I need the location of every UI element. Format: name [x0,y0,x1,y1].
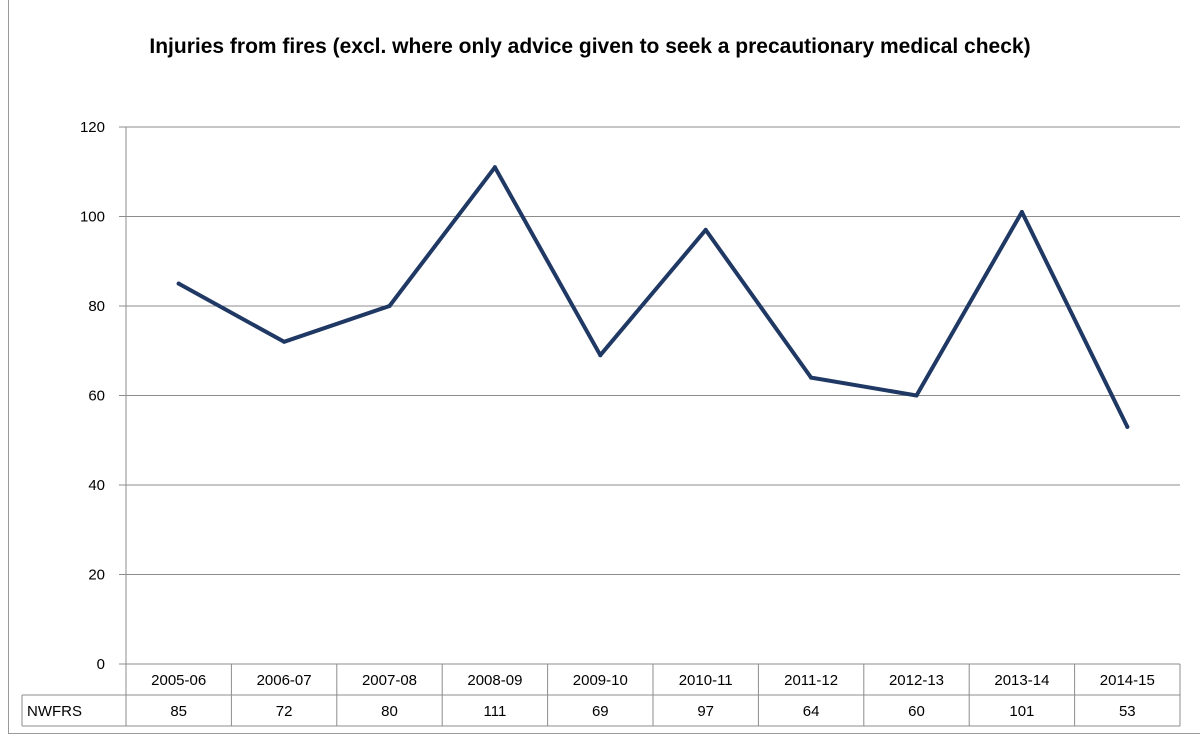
series-group [176,165,1130,429]
data-point [703,227,708,232]
data-point [598,353,603,358]
data-point [282,339,287,344]
y-tick-label: 40 [88,477,105,494]
x-tick-label: 2006-07 [257,672,312,689]
y-tick-label: 80 [88,298,105,315]
table-value-cell: 97 [697,703,714,720]
y-tick-label: 60 [88,388,105,405]
x-tick-label: 2014-15 [1100,672,1155,689]
chart-title: Injuries from fires (excl. where only ad… [149,35,1031,58]
table-value-cell: 53 [1119,703,1136,720]
chart-frame [8,0,1200,734]
data-point [1125,424,1130,429]
x-tick-label: 2010-11 [679,672,733,689]
table-value-cell: 80 [381,703,398,720]
x-tick-label: 2007-08 [362,672,417,689]
gridlines [119,126,1180,726]
data-table: 2005-06 85 2006-07 72 2007-08 80 2008-09 111 200… [21,664,1181,727]
table-value-cell: 60 [908,703,925,720]
series-name-cell: NWFRS [27,703,82,720]
y-axis-ticks: 0 20 40 60 80 100 120 [80,119,105,673]
table-value-cell: 72 [276,703,293,720]
y-tick-label: 120 [80,119,105,136]
data-point [176,281,181,286]
series-line [176,165,1130,429]
y-tick-label: 100 [80,209,105,226]
table-value-cell: 64 [803,703,820,720]
x-tick-label: 2012-13 [889,672,944,689]
x-tick-label: 2005-06 [151,672,206,689]
table-value-cell: 111 [483,703,506,720]
x-tick-label: 2011-12 [784,672,838,689]
data-point [914,393,919,398]
data-point [809,375,814,380]
table-value-cell: 69 [592,703,609,720]
table-value-cell: 85 [170,703,187,720]
data-point [1019,210,1024,215]
data-point [492,165,497,170]
x-tick-label: 2009-10 [573,672,628,689]
x-tick-label: 2013-14 [994,672,1049,689]
table-value-cell: 101 [1009,703,1034,720]
data-point [387,304,392,308]
y-tick-label: 0 [97,656,105,673]
y-tick-label: 20 [88,567,105,584]
x-tick-label: 2008-09 [467,672,522,689]
